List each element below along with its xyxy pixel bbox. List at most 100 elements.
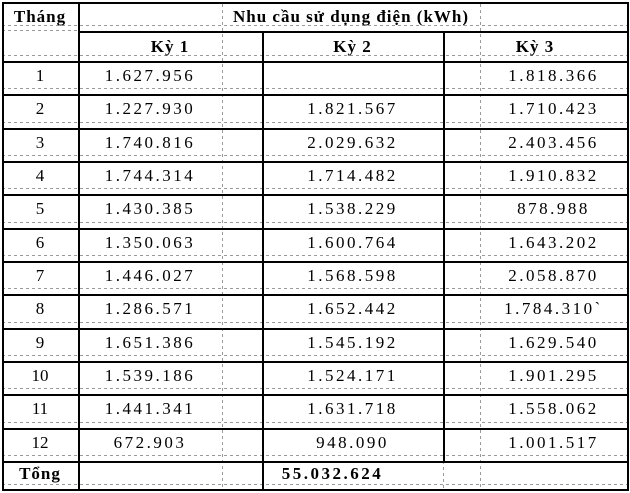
table-row: 5 1.430.385 1.538.229 878.988 [0,196,630,220]
grid-line [78,2,80,489]
month-cell: 11 [31,398,49,418]
header-row-periods: Kỳ 1 Kỳ 2 Kỳ 3 [0,33,630,59]
month-column-header: Tháng [13,6,67,26]
ky1-value-cell: 1.227.930 [104,98,196,118]
table-row: 7 1.446.027 1.568.598 2.058.870 [0,263,630,287]
header-row-months-title: Tháng Nhu cầu sử dụng điện (kWh) [0,3,630,29]
ky3-value-cell: 1.629.540 [508,332,599,352]
ky2-value-cell: 1.652.442 [307,298,398,318]
month-cell: 6 [35,232,45,252]
grid-line [262,31,264,489]
ky2-value-cell: 1.714.482 [307,165,398,185]
table-row: 10 1.539.186 1.524.171 1.901.295 [0,363,630,387]
ky2-value-cell: 2.029.632 [307,132,398,152]
ky2-value-cell [262,63,443,87]
grid-line [2,294,629,296]
ky3-value-cell: 2.058.870 [508,265,599,285]
total-value-cell: 55.032.624 [281,463,384,483]
grid-line [2,388,627,389]
grid-line [2,2,629,4]
table-row: 4 1.744.314 1.714.482 1.910.832 [0,163,630,187]
grid-line [2,222,627,223]
period-header-ky3: Kỳ 3 [515,36,555,56]
grid-line [2,288,627,289]
table-row: 3 1.740.816 2.029.632 2.403.456 [0,130,630,154]
grid-line [2,328,629,330]
ky1-value-cell: 1.350.063 [104,232,196,252]
ky1-value-cell: 1.441.341 [104,398,196,418]
table-row: 9 1.651.386 1.545.192 1.629.540 [0,330,630,354]
ky3-value-cell: 1.558.062 [508,398,599,418]
ky1-value-cell: 1.446.027 [104,265,196,285]
ky2-value-cell: 1.545.192 [307,332,398,352]
grid-line [2,188,627,189]
grid-line [2,55,627,56]
grid-line [443,461,444,489]
grid-line [2,461,629,463]
grid-line [2,255,627,256]
grid-line [2,128,629,130]
grid-line [2,484,627,485]
grid-line [2,61,629,63]
ky1-value-cell: 1.430.385 [104,198,196,218]
ky2-value-cell: 1.538.229 [307,198,398,218]
table-row: 6 1.350.063 1.600.764 1.643.202 [0,230,630,254]
period-header-ky1: Kỳ 1 [150,36,190,56]
grid-line [627,2,629,491]
grid-line [2,422,627,423]
ky2-value-cell: 1.568.598 [307,265,398,285]
ky1-value-cell: 1.744.314 [104,165,196,185]
month-cell: 2 [35,98,45,118]
ky1-value-cell: 1.740.816 [104,132,196,152]
grid-line [2,455,627,456]
table-row: 2 1.227.930 1.821.567 1.710.423 [0,96,630,120]
total-label-cell: Tổng [19,463,61,483]
grid-line [2,355,627,356]
table-row: 1 1.627.956 1.818.366 [0,63,630,87]
grid-line [2,194,629,196]
grid-line [480,4,481,489]
ky3-value-cell: 1.710.423 [508,98,599,118]
ky3-value-cell: 1.910.832 [508,165,599,185]
grid-line [2,25,627,26]
grid-line [443,31,445,461]
ky2-value-cell: 1.524.171 [307,365,398,385]
grid-line [2,122,627,123]
grid-line [2,428,629,430]
grid-line [2,155,627,156]
table-row: 12 672.903 948.090 1.001.517 [0,430,630,454]
month-cell: 9 [35,332,45,352]
ky1-value-cell: 1.539.186 [104,365,196,385]
ky3-value-cell: 1.784.310` [504,298,603,318]
month-cell: 1 [35,65,45,85]
grid-line [2,489,629,491]
month-cell: 12 [31,432,49,452]
grid-line [2,2,4,491]
ky3-value-cell: 1.818.366 [508,65,599,85]
grid-line [2,161,629,163]
ky2-value-cell: 948.090 [316,432,389,452]
total-row: Tổng 55.032.624 [0,463,630,483]
ky3-value-cell: 878.988 [517,198,590,218]
grid-line [2,30,78,31]
ky2-value-cell: 1.821.567 [307,98,398,118]
ky1-value-cell: 672.903 [113,432,187,452]
period-header-ky2: Kỳ 2 [333,36,372,56]
grid-line [2,322,627,323]
grid-line [222,4,223,489]
month-cell: 4 [35,165,45,185]
ky3-value-cell: 2.403.456 [508,132,599,152]
ky2-value-cell: 1.600.764 [307,232,398,252]
grid-line [2,94,629,96]
grid-line [78,31,629,33]
month-cell: 7 [35,265,45,285]
month-cell: 8 [35,298,45,318]
month-cell: 5 [35,198,45,218]
month-cell: 10 [31,365,49,385]
table-title: Nhu cầu sử dụng điện (kWh) [232,6,470,26]
ky3-value-cell: 1.001.517 [508,432,599,452]
ky1-value-cell: 1.651.386 [104,332,196,352]
month-cell: 3 [35,132,45,152]
grid-line [2,394,629,396]
